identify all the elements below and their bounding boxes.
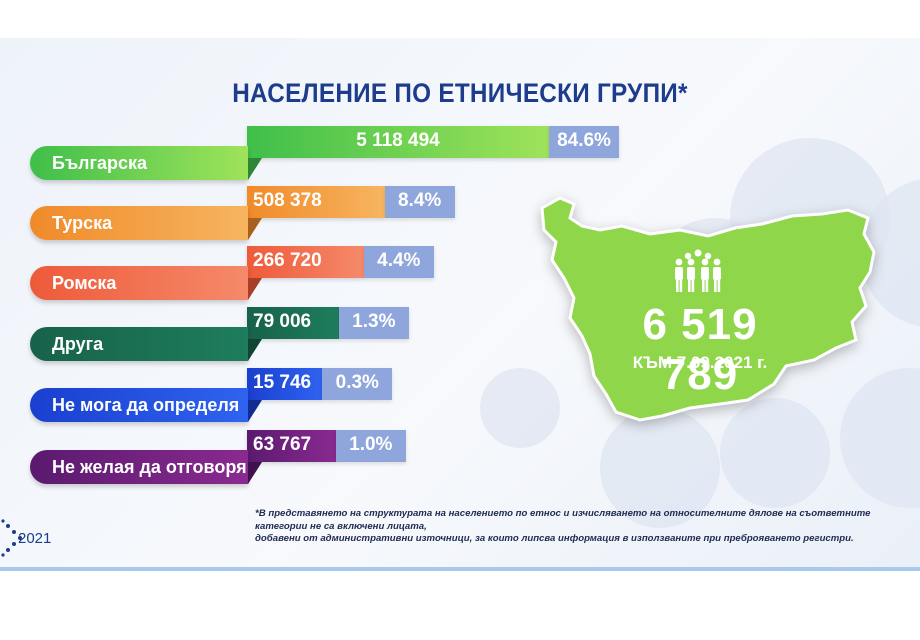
decor-circle: [480, 368, 560, 448]
bar-percent-label: 1.3%: [338, 307, 409, 339]
footnote: *В представянето на структурата на насел…: [255, 508, 920, 546]
total-date-label: КЪМ 7.09.2021 г.: [632, 353, 768, 372]
bar-percent-label: 8.4%: [384, 186, 455, 218]
category-label: Българска: [30, 146, 248, 180]
bar: 79 006: [247, 307, 339, 339]
bar-value-label: 266 720: [253, 250, 322, 271]
bar-percent-label: 1.0%: [335, 430, 406, 462]
bar-percent-label: 0.3%: [322, 368, 393, 400]
footnote-line-1: *В представянето на структурата на насел…: [255, 508, 871, 532]
category-label: Не желая да отговоря: [30, 450, 248, 484]
bar-percent-label: 84.6%: [549, 126, 619, 158]
bar-value-label: 5 118 494: [356, 130, 440, 151]
category-label: Не мога да определя: [30, 388, 248, 422]
census-logo-icon: [1, 519, 22, 557]
bulgaria-map-shape: [540, 196, 876, 422]
bottom-strip: [0, 567, 920, 571]
category-label-text: Турска: [52, 213, 113, 233]
bar: 266 720: [247, 246, 364, 278]
bar: 508 378: [247, 186, 385, 218]
category-label: Ромска: [30, 266, 248, 300]
category-label-text: Не мога да определя: [52, 395, 240, 415]
bulgaria-map: [540, 196, 876, 422]
bar: 15 746: [247, 368, 323, 400]
ribbon-fold: [248, 158, 262, 180]
bar-value-label: 79 006: [253, 311, 312, 332]
category-label-text: Не желая да отговоря: [52, 457, 247, 477]
ribbon-fold: [248, 278, 262, 300]
ribbon-fold: [248, 218, 262, 240]
category-label-text: Друга: [52, 334, 104, 354]
footnote-line-2: добавени от административни източници, з…: [255, 533, 854, 544]
category-label-text: Българска: [52, 153, 148, 173]
ribbon-fold: [248, 462, 262, 484]
bar-value-label: 63 767: [253, 434, 312, 455]
census-year: 2021: [18, 530, 52, 547]
bar-percent-label: 4.4%: [363, 246, 434, 278]
bar-value-label: 15 746: [253, 372, 312, 393]
people-icon: [675, 249, 721, 292]
bar: 5 118 494: [247, 126, 549, 158]
category-label-text: Ромска: [52, 273, 117, 293]
bar-value-label: 508 378: [253, 190, 322, 211]
decor-circle: [600, 408, 720, 528]
category-label: Турска: [30, 206, 248, 240]
bar: 63 767: [247, 430, 336, 462]
ribbon-fold: [248, 400, 262, 422]
total-population: 6 519 789: [642, 300, 758, 399]
category-label: Друга: [30, 327, 248, 361]
chart-title: НАСЕЛЕНИЕ ПО ЕТНИЧЕСКИ ГРУПИ*: [232, 78, 688, 108]
decor-circle: [720, 398, 830, 508]
ribbon-fold: [248, 339, 262, 361]
